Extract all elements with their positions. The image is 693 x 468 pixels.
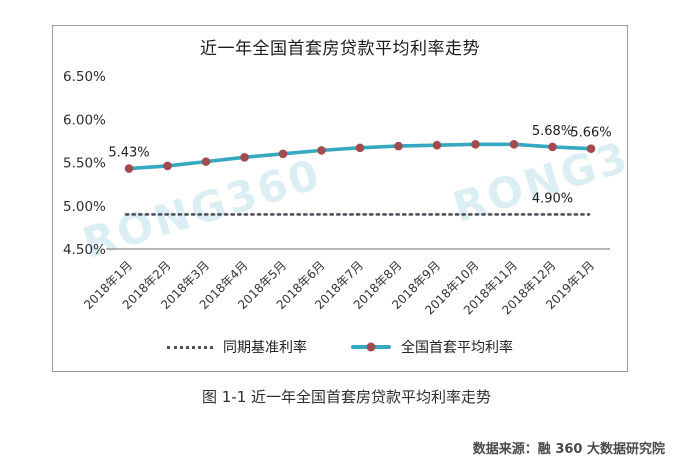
chart-container: RONG360 RONG360 6.50% 6.00% 5.50% 5.00% 4.50… xyxy=(52,25,628,372)
marker-dot-icon xyxy=(366,342,376,352)
solid-line-swatch-icon xyxy=(351,342,391,352)
legend-label-average: 全国首套平均利率 xyxy=(401,340,513,356)
svg-text:5.43%: 5.43% xyxy=(108,146,149,161)
svg-text:4.90%: 4.90% xyxy=(532,191,573,206)
chart-legend: 同期基准利率 全国首套平均利率 xyxy=(53,337,627,357)
figure-caption: 图 1-1 近一年全国首套房贷款平均利率走势 xyxy=(201,388,492,406)
dotted-line-swatch-icon xyxy=(167,345,213,349)
svg-text:5.50%: 5.50% xyxy=(63,156,106,172)
legend-item-average-rate: 全国首套平均利率 xyxy=(351,337,513,357)
line-chart-plot: 6.50%6.00%5.50%5.00%4.50%2018年1月2018年2月2… xyxy=(63,69,612,317)
svg-text:4.50%: 4.50% xyxy=(63,242,106,258)
svg-text:5.00%: 5.00% xyxy=(63,199,106,215)
legend-label-benchmark: 同期基准利率 xyxy=(223,340,307,356)
chart-title: 近一年全国首套房贷款平均利率走势 xyxy=(200,39,480,59)
data-source: 数据来源：融 360 大数据研究院 xyxy=(472,442,665,457)
svg-text:6.00%: 6.00% xyxy=(63,112,106,128)
svg-text:6.50%: 6.50% xyxy=(63,69,106,85)
svg-text:5.66%: 5.66% xyxy=(570,126,611,141)
svg-text:5.68%: 5.68% xyxy=(532,124,573,139)
legend-item-benchmark-rate: 同期基准利率 xyxy=(167,337,307,357)
